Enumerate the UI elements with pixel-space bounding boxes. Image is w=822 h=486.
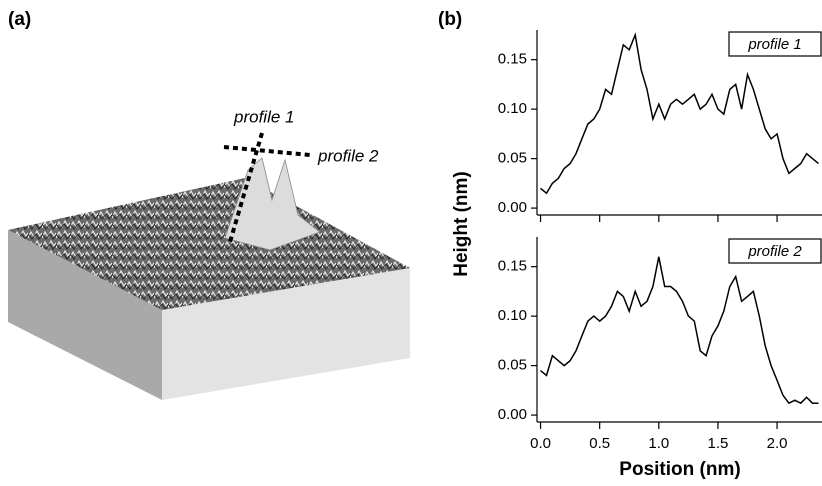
- legend-label: profile 1: [747, 36, 801, 53]
- y-tick-label: 0.15: [498, 258, 527, 275]
- y-tick-label: 0.10: [498, 100, 527, 117]
- y-tick-label: 0.00: [498, 406, 527, 423]
- x-tick-label: 1.5: [708, 435, 729, 452]
- annotation: profile 1: [233, 107, 294, 126]
- annotation: profile 2: [317, 146, 379, 165]
- line: [540, 32, 819, 195]
- line: [540, 256, 819, 405]
- y-tick-label: 0.15: [498, 51, 527, 68]
- legend-box: [728, 31, 822, 57]
- x-axis-label: Position (nm): [619, 459, 740, 480]
- legend-label: profile 2: [747, 243, 802, 260]
- legend-box: [728, 238, 822, 264]
- y-axis-label: Height (nm): [451, 171, 472, 277]
- y-tick-label: 0.00: [498, 199, 527, 216]
- x-tick-label: 2.0: [767, 435, 788, 452]
- x-tick-label: 0.5: [589, 435, 610, 452]
- y-tick-label: 0.10: [498, 307, 527, 324]
- surface-3d: [8, 132, 410, 400]
- panel-label: (b): [438, 9, 462, 30]
- y-tick-label: 0.05: [498, 357, 527, 374]
- x-tick-label: 1.0: [648, 435, 669, 452]
- y-tick-label: 0.05: [498, 150, 527, 167]
- x-tick-label: 0.0: [530, 435, 551, 452]
- panel-label: (a): [8, 9, 31, 30]
